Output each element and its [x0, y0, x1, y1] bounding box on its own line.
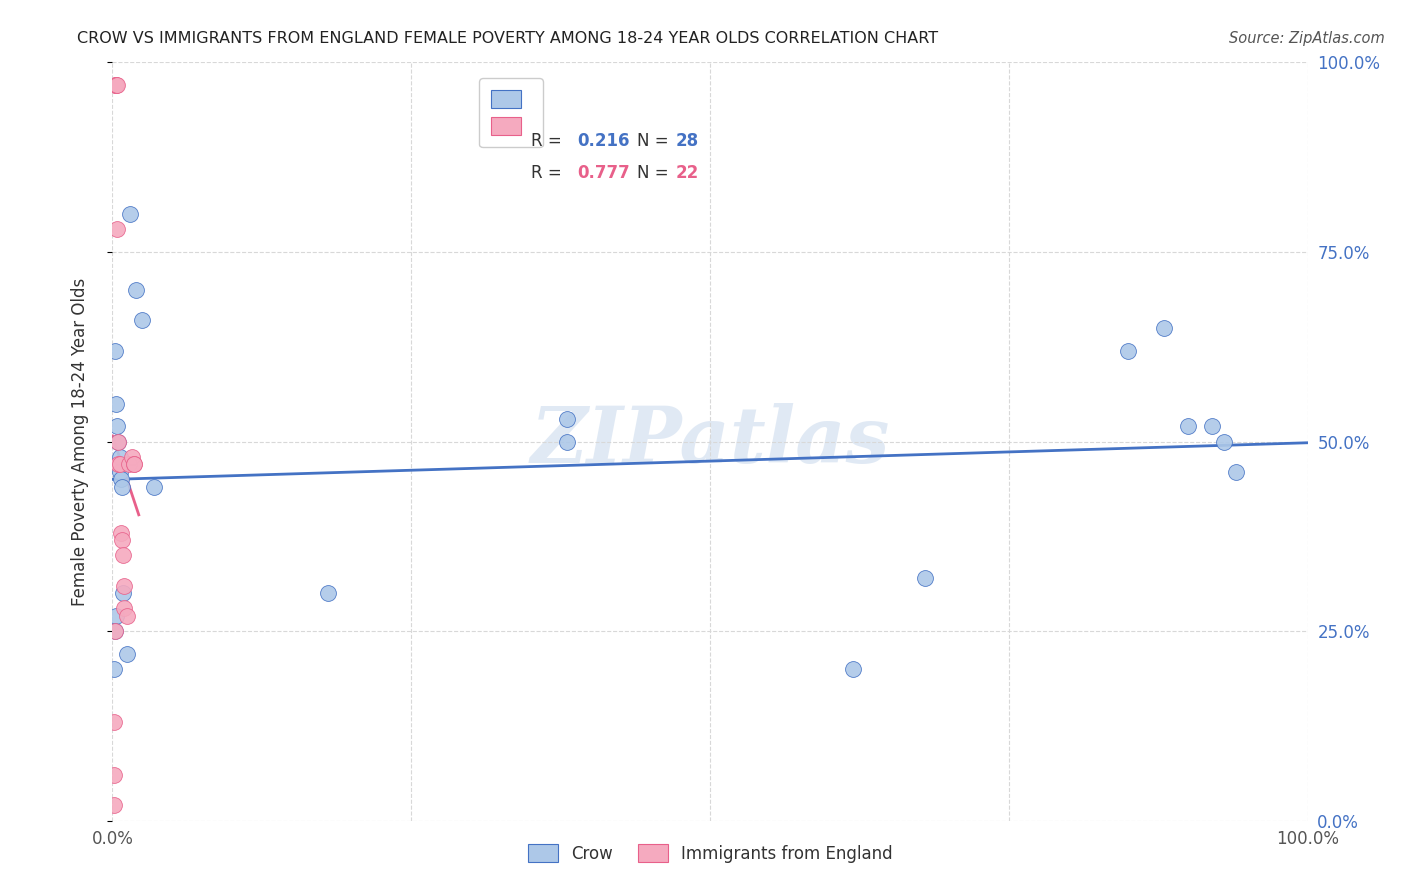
Point	[131, 313, 153, 327]
Point	[104, 78, 127, 92]
Point	[105, 78, 128, 92]
Point	[122, 458, 145, 472]
Point	[842, 662, 865, 676]
Point	[111, 480, 134, 494]
Point	[1225, 465, 1247, 479]
Text: ZIPatlas: ZIPatlas	[530, 403, 890, 480]
Point	[105, 78, 128, 92]
Point	[105, 222, 128, 236]
Text: R =: R =	[531, 164, 567, 182]
Point	[104, 624, 127, 639]
Text: 22: 22	[676, 164, 699, 182]
Point	[555, 412, 578, 426]
Point	[111, 533, 134, 548]
Text: 0.777: 0.777	[578, 164, 630, 182]
Point	[103, 768, 125, 782]
Point	[115, 647, 138, 661]
Point	[107, 434, 129, 449]
Point	[112, 586, 135, 600]
Point	[105, 396, 128, 410]
Point	[108, 450, 131, 464]
Point	[118, 458, 141, 472]
Point	[316, 586, 339, 600]
Point	[103, 715, 125, 730]
Point	[104, 624, 127, 639]
Point	[555, 434, 578, 449]
Point	[103, 662, 125, 676]
Text: N =: N =	[637, 132, 673, 150]
Point	[107, 458, 129, 472]
Point	[1177, 419, 1199, 434]
Text: 28: 28	[676, 132, 699, 150]
Point	[107, 434, 129, 449]
Point	[143, 480, 166, 494]
Point	[110, 525, 132, 540]
Point	[104, 343, 127, 358]
Point	[1201, 419, 1223, 434]
Text: N =: N =	[637, 164, 673, 182]
Point	[108, 465, 131, 479]
Point	[120, 207, 142, 221]
Point	[103, 798, 125, 813]
Point	[125, 283, 148, 297]
Text: Source: ZipAtlas.com: Source: ZipAtlas.com	[1229, 31, 1385, 46]
Point	[1153, 320, 1175, 334]
Point	[1118, 343, 1140, 358]
Point	[1213, 434, 1236, 449]
Point	[112, 548, 135, 563]
Text: 0.216: 0.216	[578, 132, 630, 150]
Point	[121, 450, 143, 464]
Point	[122, 458, 145, 472]
Point	[105, 419, 128, 434]
Text: R =: R =	[531, 132, 567, 150]
Point	[114, 579, 135, 593]
Point	[115, 608, 138, 623]
Point	[105, 78, 128, 92]
Point	[110, 473, 132, 487]
Point	[108, 458, 131, 472]
Y-axis label: Female Poverty Among 18-24 Year Olds: Female Poverty Among 18-24 Year Olds	[70, 277, 89, 606]
Point	[105, 608, 128, 623]
Point	[114, 601, 135, 615]
Text: CROW VS IMMIGRANTS FROM ENGLAND FEMALE POVERTY AMONG 18-24 YEAR OLDS CORRELATION: CROW VS IMMIGRANTS FROM ENGLAND FEMALE P…	[77, 31, 938, 46]
Point	[914, 571, 936, 585]
Legend: Crow, Immigrants from England: Crow, Immigrants from England	[520, 838, 900, 869]
